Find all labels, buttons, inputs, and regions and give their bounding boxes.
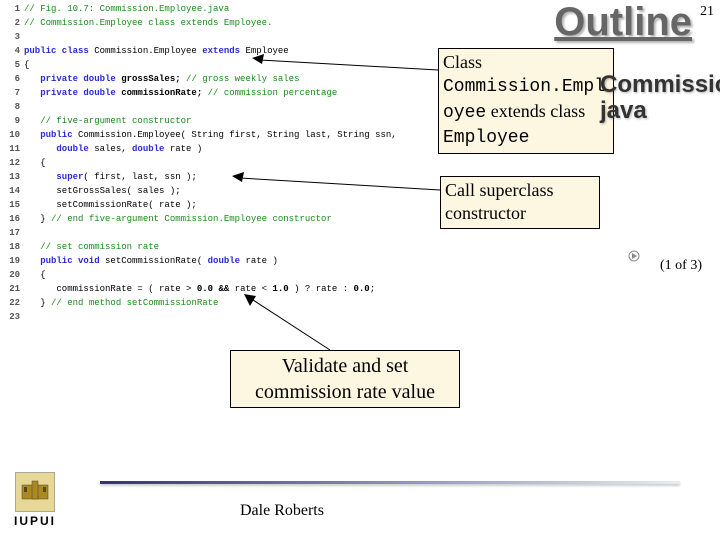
code-text: { [24, 58, 442, 72]
code-text: private double grossSales; // gross week… [24, 72, 442, 86]
code-text [24, 100, 442, 114]
code-text: private double commissionRate; // commis… [24, 86, 442, 100]
code-text: setGrossSales( sales ); [24, 184, 442, 198]
line-number: 16 [2, 212, 24, 226]
line-number: 10 [2, 128, 24, 142]
code-text: } // end method setCommissionRate [24, 296, 442, 310]
line-number: 18 [2, 240, 24, 254]
code-line: 11 double sales, double rate ) [2, 142, 442, 156]
line-number: 7 [2, 86, 24, 100]
code-text: // Fig. 10.7: Commission.Employee.java [24, 2, 442, 16]
line-number: 21 [2, 282, 24, 296]
line-number: 20 [2, 268, 24, 282]
line-number: 9 [2, 114, 24, 128]
code-line: 12 { [2, 156, 442, 170]
code-text: } // end five-argument Commission.Employ… [24, 212, 442, 226]
line-number: 2 [2, 16, 24, 30]
callout-class-extends: Class Commission.Empl oyee extends class… [438, 48, 614, 154]
callout1-mono2a: oyee [443, 103, 486, 123]
code-line: 5{ [2, 58, 442, 72]
line-number: 1 [2, 2, 24, 16]
code-line: 3 [2, 30, 442, 44]
code-text: commissionRate = ( rate > 0.0 && rate < … [24, 282, 442, 296]
callout1-text2: extends class [486, 101, 585, 121]
code-line: 20 { [2, 268, 442, 282]
footer-author: Dale Roberts [240, 502, 324, 520]
code-text: // set commission rate [24, 240, 442, 254]
code-text: public class Commission.Employee extends… [24, 44, 442, 58]
logo-text: IUPUI [14, 514, 56, 528]
page-number: 21 [700, 4, 714, 20]
code-line: 18 // set commission rate [2, 240, 442, 254]
line-number: 4 [2, 44, 24, 58]
code-text: double sales, double rate ) [24, 142, 442, 156]
line-number: 6 [2, 72, 24, 86]
code-line: 23 [2, 310, 442, 324]
code-line: 9 // five-argument constructor [2, 114, 442, 128]
line-number: 17 [2, 226, 24, 240]
logo-emblem [15, 472, 55, 512]
line-number: 3 [2, 30, 24, 44]
callout-superclass: Call superclass constructor [440, 176, 600, 229]
page-of-total: (1 of 3) [660, 258, 702, 274]
code-line: 17 [2, 226, 442, 240]
code-line: 13 super( first, last, ssn ); [2, 170, 442, 184]
code-text [24, 226, 442, 240]
code-text: setCommissionRate( rate ); [24, 198, 442, 212]
line-number: 12 [2, 156, 24, 170]
code-text: { [24, 268, 442, 282]
code-text: super( first, last, ssn ); [24, 170, 442, 184]
outline-title: Outline [554, 0, 692, 45]
code-line: 16 } // end five-argument Commission.Emp… [2, 212, 442, 226]
code-line: 10 public Commission.Employee( String fi… [2, 128, 442, 142]
callout1-mono1: Commission.Empl [443, 77, 605, 97]
horizontal-rule [100, 481, 680, 484]
line-number: 13 [2, 170, 24, 184]
play-icon [628, 250, 640, 262]
code-listing: 1// Fig. 10.7: Commission.Employee.java2… [2, 2, 442, 324]
line-number: 8 [2, 100, 24, 114]
line-number: 19 [2, 254, 24, 268]
code-line: 1// Fig. 10.7: Commission.Employee.java [2, 2, 442, 16]
code-line: 14 setGrossSales( sales ); [2, 184, 442, 198]
callout1-mono2: Employee [443, 128, 529, 148]
code-text: // five-argument constructor [24, 114, 442, 128]
code-text [24, 30, 442, 44]
code-line: 2// Commission.Employee class extends Em… [2, 16, 442, 30]
code-text: // Commission.Employee class extends Emp… [24, 16, 442, 30]
code-text: public Commission.Employee( String first… [24, 128, 442, 142]
callout-validate: Validate and set commission rate value [230, 350, 460, 408]
line-number: 11 [2, 142, 24, 156]
code-text [24, 310, 442, 324]
line-number: 5 [2, 58, 24, 72]
code-text: public void setCommissionRate( double ra… [24, 254, 442, 268]
code-text: { [24, 156, 442, 170]
code-line: 4public class Commission.Employee extend… [2, 44, 442, 58]
code-line: 7 private double commissionRate; // comm… [2, 86, 442, 100]
line-number: 15 [2, 198, 24, 212]
callout1-text1: Class [443, 52, 482, 72]
code-line: 21 commissionRate = ( rate > 0.0 && rate… [2, 282, 442, 296]
line-number: 23 [2, 310, 24, 324]
code-line: 22 } // end method setCommissionRate [2, 296, 442, 310]
code-line: 15 setCommissionRate( rate ); [2, 198, 442, 212]
code-line: 6 private double grossSales; // gross we… [2, 72, 442, 86]
code-line: 8 [2, 100, 442, 114]
side-title: Commission.Employee. java [600, 72, 708, 125]
code-line: 19 public void setCommissionRate( double… [2, 254, 442, 268]
line-number: 14 [2, 184, 24, 198]
iupui-logo: IUPUI [14, 472, 56, 528]
line-number: 22 [2, 296, 24, 310]
